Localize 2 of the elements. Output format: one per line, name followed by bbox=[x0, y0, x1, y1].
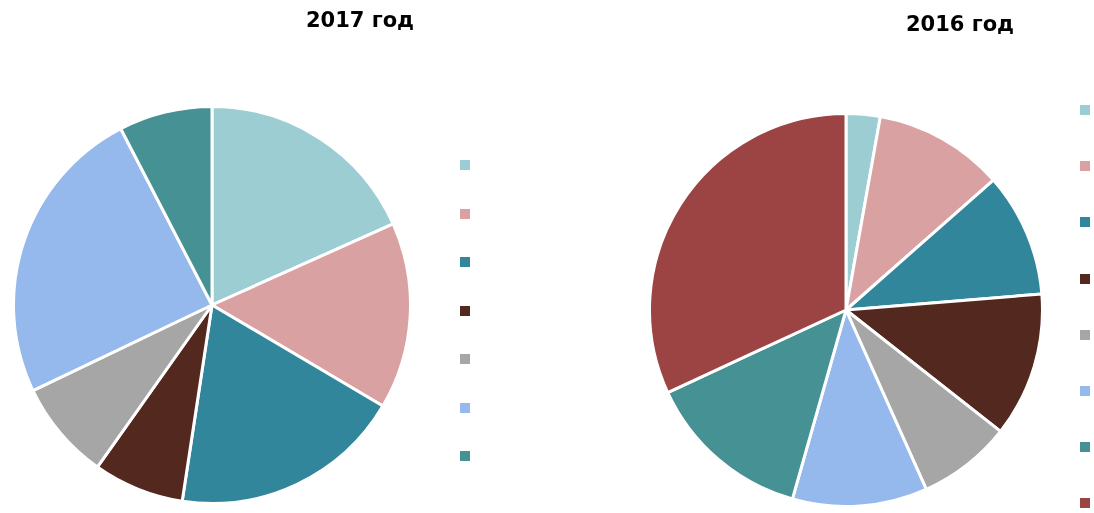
chart-title: 2017 год bbox=[305, 8, 415, 32]
chart-title: 2016 год bbox=[905, 12, 1015, 36]
